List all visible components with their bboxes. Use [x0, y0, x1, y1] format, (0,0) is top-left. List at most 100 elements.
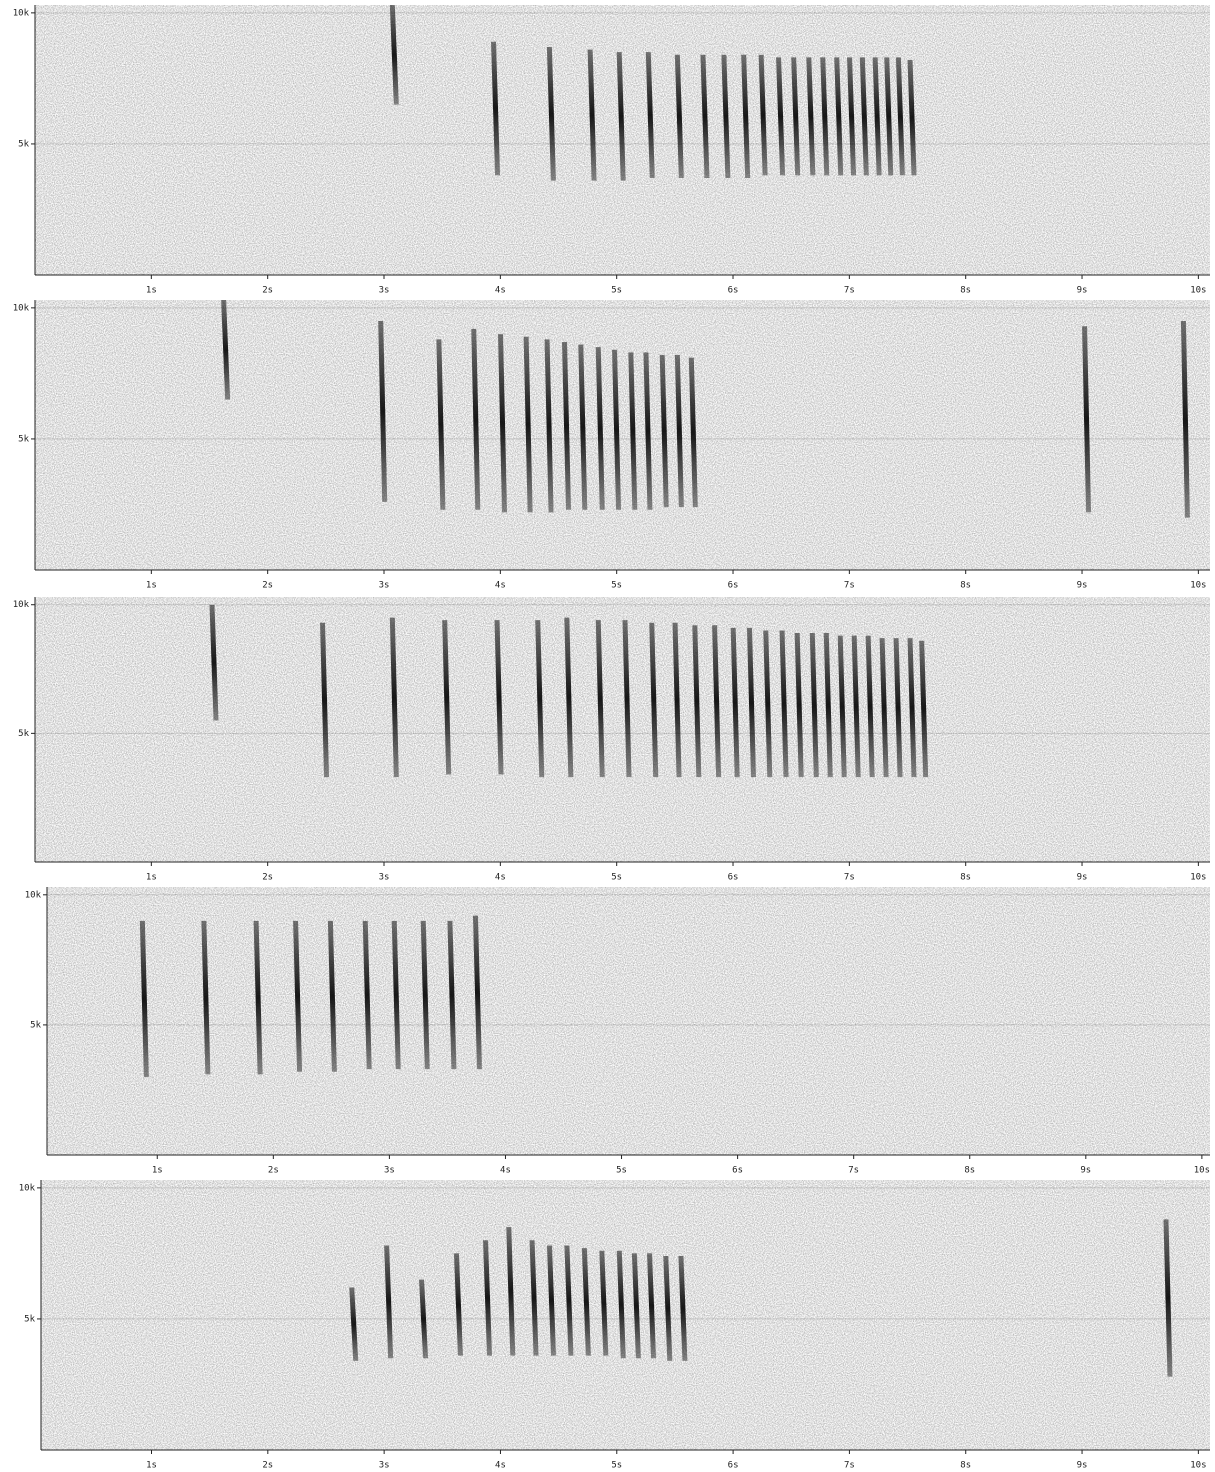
x-tick-label: 6s: [728, 1461, 739, 1471]
note: [389, 617, 399, 778]
spectrogram-panel: 5k 10k 1s 2s 3s 4s 5s 6s 7s 8s 9s 10s: [25, 887, 1210, 1176]
note: [578, 344, 588, 510]
y-tick-label: 10k: [25, 890, 42, 900]
note: [523, 336, 533, 513]
x-tick-label: 2s: [262, 286, 273, 296]
x-tick-label: 4s: [500, 1166, 511, 1176]
note: [872, 57, 882, 176]
note: [834, 57, 844, 176]
note: [746, 627, 756, 778]
note: [595, 620, 605, 778]
note: [453, 1253, 463, 1356]
note: [506, 1227, 516, 1356]
note: [535, 620, 545, 778]
note: [483, 1240, 493, 1356]
spectrogram-panel: 5k 10k 1s 2s 3s 4s 5s 6s 7s 8s 9s 10s: [13, 597, 1210, 883]
note: [847, 57, 857, 176]
x-tick-label: 5s: [611, 286, 622, 296]
note: [631, 1253, 641, 1359]
note: [384, 1245, 394, 1359]
x-tick-label: 6s: [728, 581, 739, 591]
note: [447, 920, 457, 1070]
y-tick-label: 5k: [18, 434, 29, 444]
note: [776, 57, 786, 176]
note: [823, 633, 833, 778]
y-tick-label: 5k: [18, 729, 29, 739]
note: [529, 1240, 539, 1356]
x-tick-label: 8s: [960, 1461, 971, 1471]
note: [659, 355, 669, 508]
y-tick-label: 10k: [13, 303, 30, 313]
x-tick-label: 3s: [379, 286, 390, 296]
x-tick-label: 5s: [611, 1461, 622, 1471]
x-tick-label: 8s: [960, 581, 971, 591]
note: [544, 339, 554, 513]
x-tick-label: 10s: [1190, 1461, 1206, 1471]
note: [442, 620, 452, 775]
x-tick-label: 9s: [1077, 1461, 1088, 1471]
note: [628, 352, 638, 510]
note: [378, 320, 388, 502]
note: [712, 625, 722, 778]
note: [806, 57, 816, 176]
x-tick-label: 2s: [262, 1461, 273, 1471]
background-noise: [41, 1180, 1210, 1450]
note: [663, 1256, 673, 1361]
note: [919, 640, 929, 778]
x-tick-label: 3s: [379, 1461, 390, 1471]
note: [700, 54, 710, 179]
x-tick-label: 5s: [616, 1166, 627, 1176]
note: [674, 355, 684, 508]
note: [647, 1253, 657, 1359]
note: [809, 633, 819, 778]
note: [472, 915, 482, 1070]
y-tick-label: 5k: [24, 1314, 35, 1324]
note: [741, 54, 751, 179]
x-tick-label: 4s: [495, 581, 506, 591]
note: [758, 54, 768, 176]
y-tick-label: 10k: [13, 8, 30, 18]
note: [820, 57, 830, 176]
y-tick-label: 5k: [18, 139, 29, 149]
note: [643, 352, 653, 510]
spectrogram-panel: 5k 10k 1s 2s 3s 4s 5s 6s 7s 8s 9s 10s: [13, 300, 1210, 591]
note: [599, 1250, 609, 1356]
note: [327, 920, 337, 1072]
note: [491, 41, 501, 176]
note: [851, 635, 861, 778]
note: [649, 622, 659, 778]
background-noise: [35, 597, 1210, 862]
spectrogram-panel: 5k 10k 1s 2s 3s 4s 5s 6s 7s 8s 9s 10s: [13, 5, 1210, 296]
note: [587, 49, 597, 181]
note: [879, 638, 889, 778]
background-noise: [35, 300, 1210, 570]
note: [730, 627, 740, 778]
x-tick-label: 2s: [262, 581, 273, 591]
note: [564, 617, 574, 778]
x-tick-label: 6s: [728, 286, 739, 296]
note: [498, 334, 508, 513]
note: [564, 1245, 574, 1356]
x-tick-label: 7s: [844, 581, 855, 591]
note: [692, 625, 702, 778]
x-tick-label: 9s: [1077, 873, 1088, 883]
x-tick-label: 10s: [1190, 286, 1206, 296]
x-tick-label: 8s: [964, 1166, 975, 1176]
note: [837, 635, 847, 778]
x-tick-label: 9s: [1080, 1166, 1091, 1176]
x-tick-label: 4s: [495, 1461, 506, 1471]
note: [1163, 1219, 1173, 1377]
x-tick-label: 9s: [1077, 581, 1088, 591]
x-tick-label: 7s: [844, 286, 855, 296]
note: [865, 635, 875, 778]
x-tick-label: 1s: [152, 1166, 163, 1176]
note: [612, 349, 622, 510]
x-tick-label: 1s: [146, 1461, 157, 1471]
note: [349, 1287, 359, 1361]
note: [595, 347, 605, 510]
note: [1180, 320, 1190, 518]
note: [672, 622, 682, 778]
note: [721, 54, 731, 179]
note: [253, 920, 263, 1075]
x-tick-label: 5s: [611, 581, 622, 591]
